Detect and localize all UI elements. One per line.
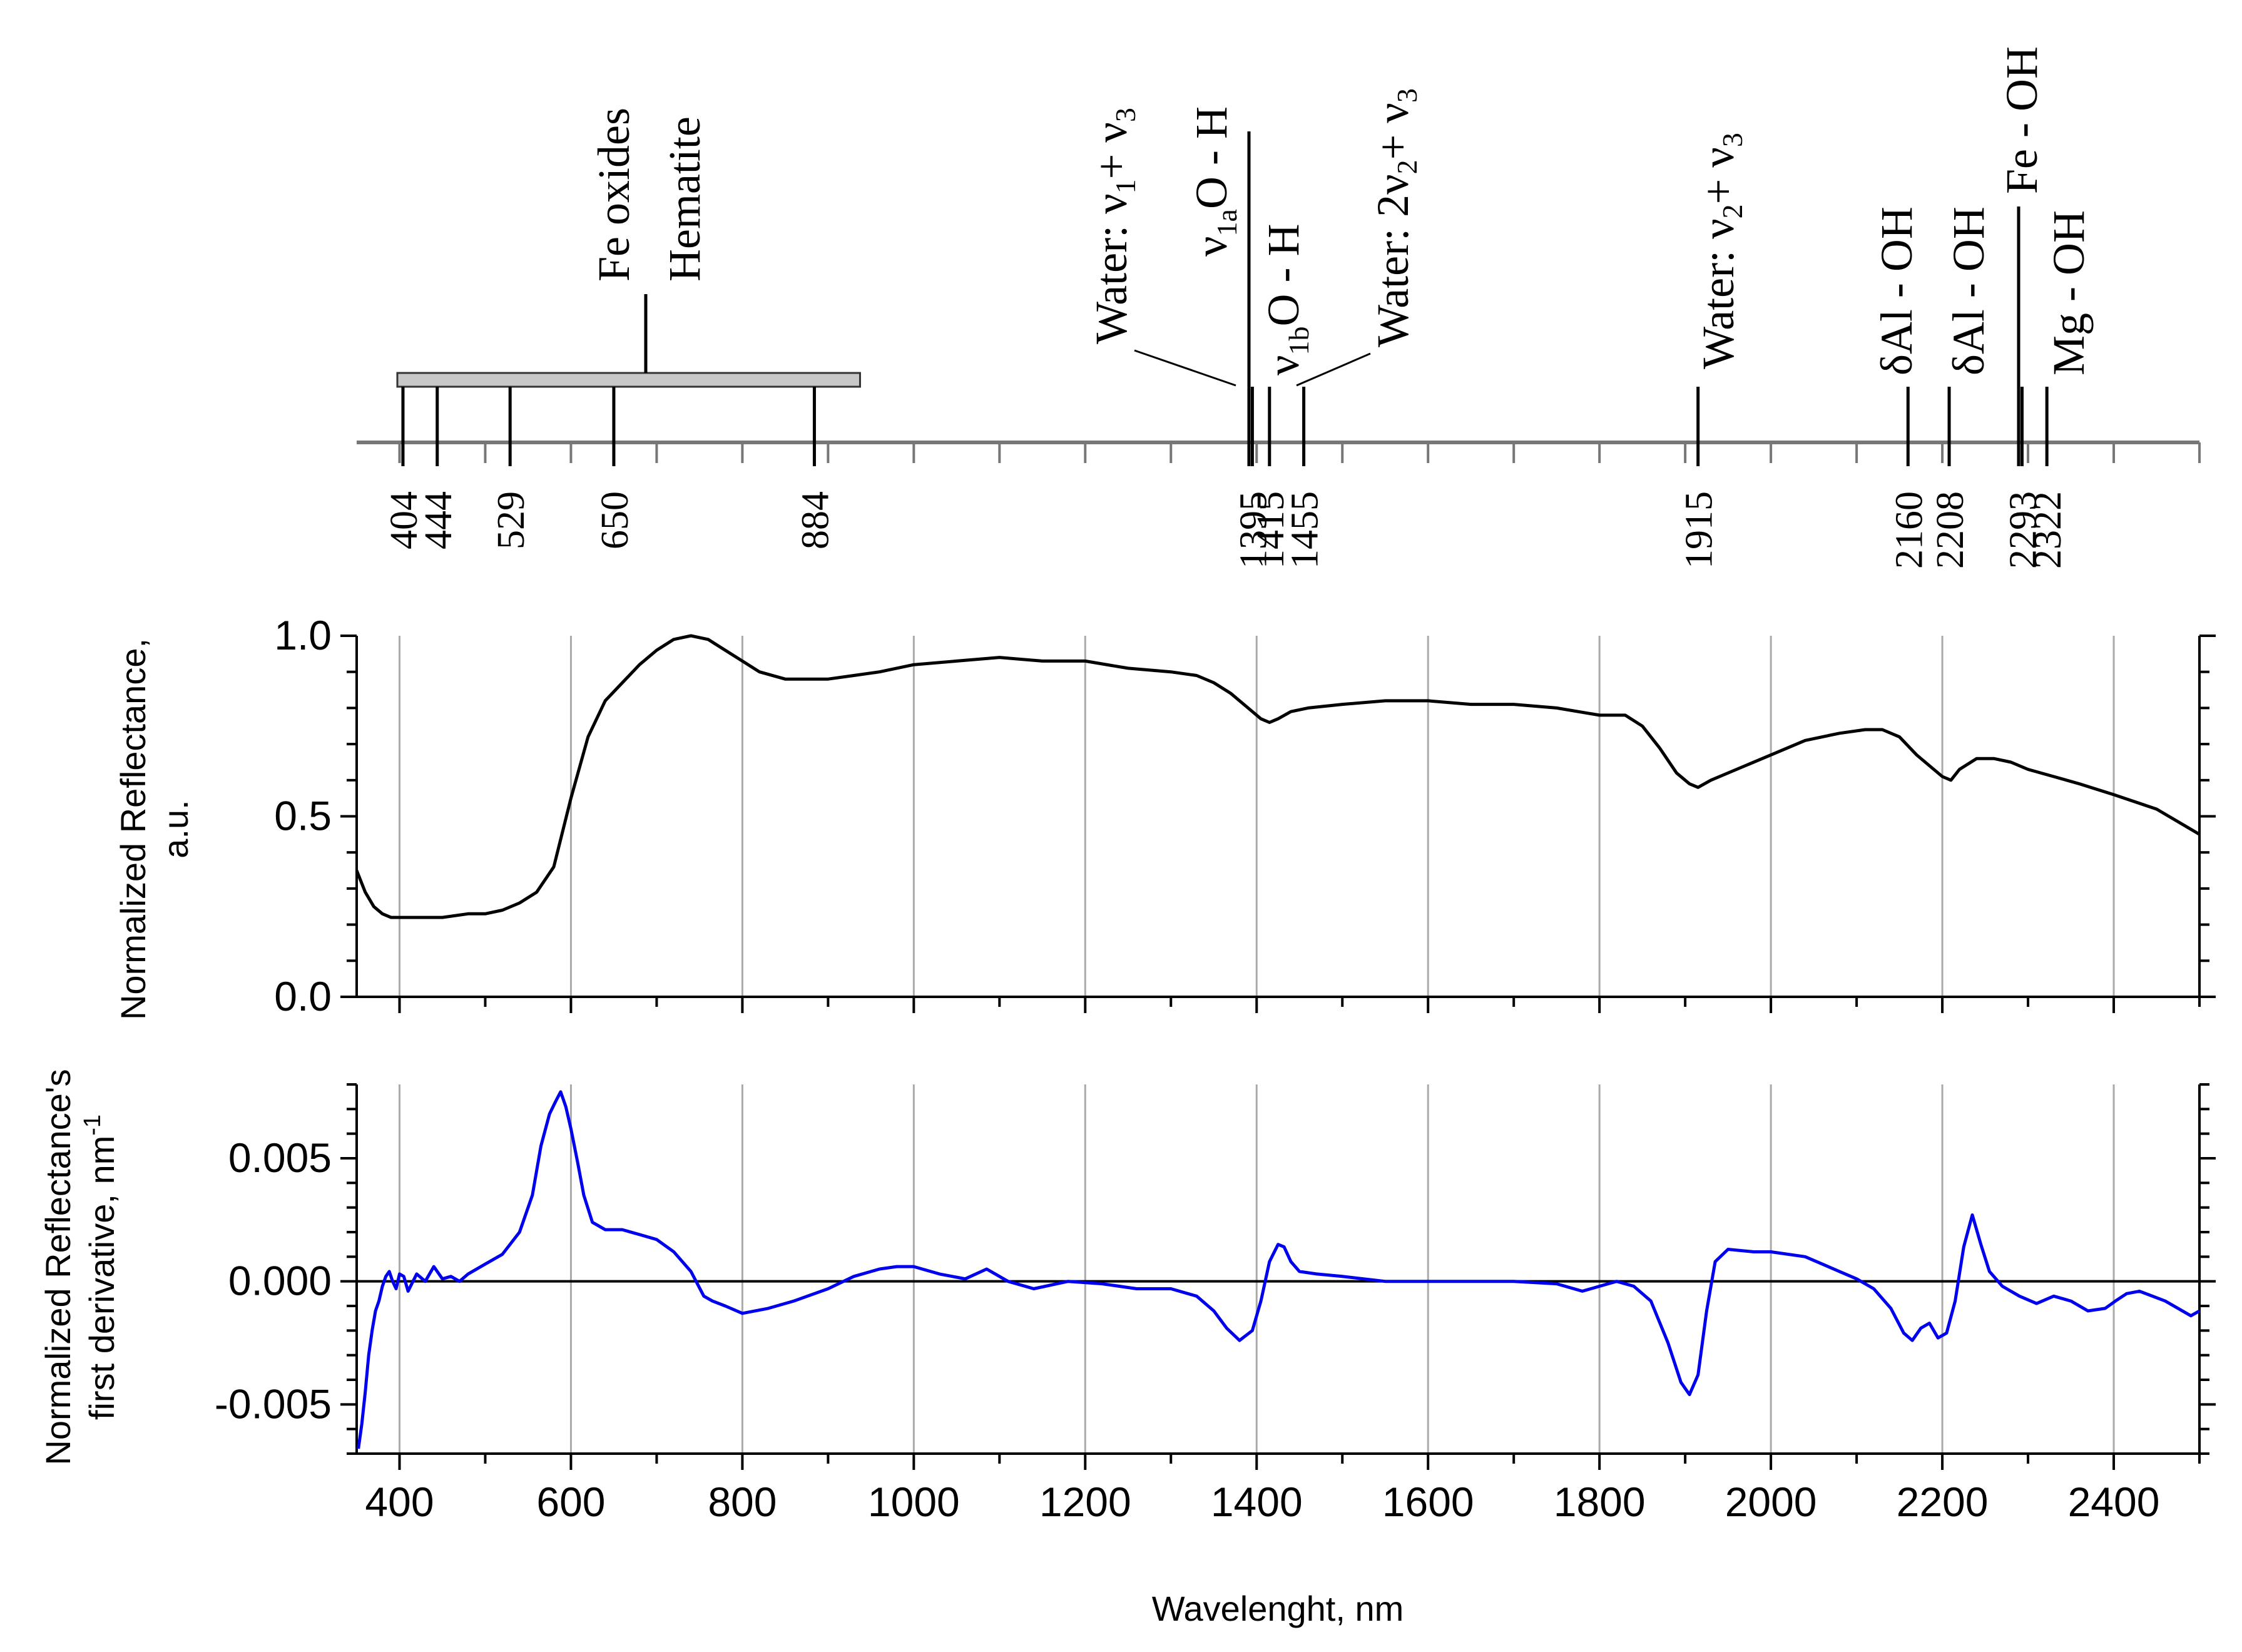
reflectance-gridlines [398,636,2115,997]
wavelength-label-2322: 2322 [2027,491,2069,569]
x-tick-label-2000: 2000 [1725,1479,1817,1525]
reflectance-y-tick-labels: 0.0 0.5 1.0 [274,612,332,1019]
reflectance-panel: 0.0 0.5 1.0 Normalized Reflectance, a.u. [113,612,2216,1020]
wavelength-label-444: 444 [417,491,460,549]
x-tick-label-800: 800 [708,1479,777,1525]
wavelength-label-529: 529 [490,491,532,549]
reflectance-y-axis-title-line2: a.u. [156,800,195,858]
derivative-panel: -0.005 0.000 0.005 400 600 800 1000 1200 1400 16… [38,1069,2216,1628]
y-tick-label--0.005: -0.005 [215,1380,332,1427]
reflectance-ticks [340,635,2216,1013]
x-tick-label-1200: 1200 [1039,1479,1131,1525]
y-tick-label-0.5: 0.5 [274,793,332,839]
x-axis-title: Wavelenght, nm [1152,1589,1404,1628]
water-2v2-v3-label: Water: 2ν2+ ν3 [1368,88,1423,347]
x-tick-label-1000: 1000 [868,1479,960,1525]
fe-oxides-label: Fe oxides [589,108,639,282]
water-v1v3-leader [1134,349,1236,387]
wavelength-label-404: 404 [383,491,425,549]
reflectance-y-axis-title-line1: Normalized Reflectance, [113,638,153,1020]
wavelength-label-2208: 2208 [1929,491,1972,569]
dal-oh-label-2: δAl - OH [1944,206,1994,375]
water-v2-v3-label: Water: ν2+ ν3 [1693,133,1748,369]
derivative-y-axis-title-line2: first derivative, nm-1 [79,1114,121,1420]
fe-oxide-range-bar [396,372,861,388]
derivative-y-tick-labels: -0.005 0.000 0.005 [215,1134,332,1427]
v1b-oh-label: ν1bO - H [1258,223,1315,375]
water-2v2v3-leader [1296,352,1371,387]
wavelength-marker-lines [401,387,2049,466]
x-tick-label-1600: 1600 [1382,1479,1474,1525]
y-tick-label-1.0: 1.0 [274,612,332,658]
dal-oh-label-1: δAl - OH [1872,206,1922,375]
derivative-axes [355,1084,2201,1455]
wavelength-label-2293: 2293 [2002,491,2044,569]
x-tick-label-1800: 1800 [1554,1479,1646,1525]
x-tick-label-400: 400 [365,1479,434,1525]
x-tick-labels: 400 600 800 1000 1200 1400 1600 1800 2000 2200 240… [365,1479,2159,1525]
reflectance-curve [355,634,2201,919]
y-tick-label-0.000: 0.000 [228,1258,332,1304]
y-tick-label-0.005: 0.005 [228,1134,332,1181]
water-v1-v3-label: Water: ν1+ ν3 [1086,108,1141,344]
wavelength-label-1915: 1915 [1678,491,1721,569]
derivative-y-axis-title-line1: Normalized Reflectance's [38,1069,78,1465]
hematite-label: Hematite [660,116,710,282]
reflectance-axes [355,636,2201,998]
fe-oh-label: Fe - OH [1997,46,2047,194]
y-tick-label-0.0: 0.0 [274,973,332,1019]
wavelength-label-1455: 1455 [1284,491,1327,569]
derivative-curve [357,1090,2201,1449]
wavelength-label-1395: 1395 [1232,491,1275,569]
x-tick-label-600: 600 [536,1479,605,1525]
wavelength-label-650: 650 [594,491,636,549]
v1a-oh-label: ν1aO - H [1186,106,1243,257]
x-tick-label-2400: 2400 [2068,1479,2160,1525]
mg-oh-label: Mg - OH [2044,210,2094,375]
wavelength-label-1415: 1415 [1250,491,1292,569]
derivative-gridlines [398,1084,2115,1454]
x-tick-label-2200: 2200 [1897,1479,1989,1525]
annotation-minor-ticks [398,442,2201,463]
derivative-ticks [340,1083,2216,1470]
x-tick-label-1400: 1400 [1211,1479,1303,1525]
wavelength-label-2160: 2160 [1888,491,1930,569]
wavelength-label-884: 884 [794,491,837,549]
